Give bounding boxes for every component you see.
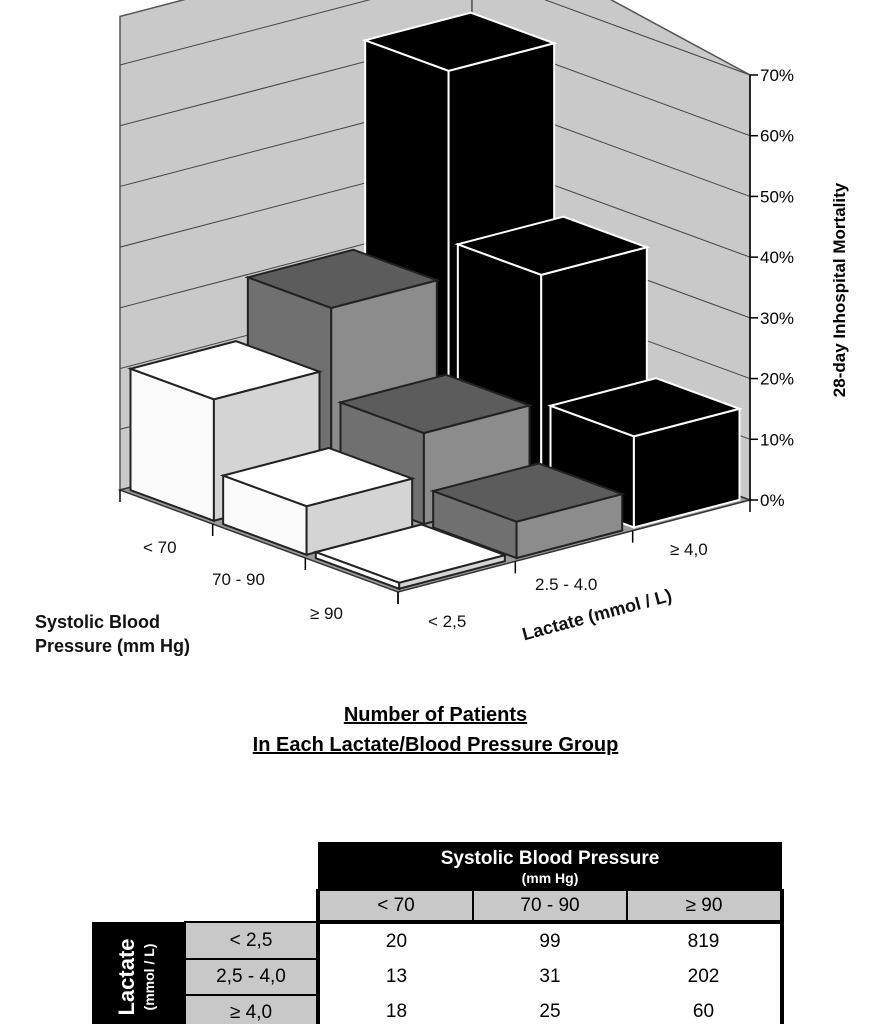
y-tick-label: 30%: [760, 309, 794, 328]
sbp-label-ge90: ≥ 90: [310, 604, 343, 623]
y-tick-label: 60%: [760, 127, 794, 146]
bar-lactate1-sbp2-top-face: [429, 462, 626, 523]
y-tick-label: 0%: [760, 491, 785, 510]
table-row: ≥ 4,0 18 25 60: [92, 993, 784, 1024]
bar-lactate2-sbp2-top-face: [547, 377, 743, 438]
bar-lactate0-sbp2-top-face: [312, 523, 509, 584]
table-cell: 13: [316, 959, 473, 995]
table-cell: 202: [627, 959, 784, 995]
col-header: 70 - 90: [472, 889, 628, 923]
table-cell: 18: [316, 994, 473, 1024]
lactate-group-unit: (mmol / L): [141, 943, 157, 1011]
table-title: Number of Patients In Each Lactate/Blood…: [0, 700, 871, 760]
row-header: < 2,5: [184, 920, 319, 961]
sbp-label-lt70: < 70: [143, 538, 177, 557]
y-tick-label: 20%: [760, 370, 794, 389]
bar-lactate1-sbp1-top-face: [337, 373, 533, 435]
gridline: [544, 0, 751, 76]
lactate-label-2.5-4.0: 2.5 - 4.0: [535, 575, 598, 594]
bar-lactate2-sbp1-top-face: [454, 215, 651, 276]
table-title-line2: In Each Lactate/Blood Pressure Group: [252, 734, 619, 756]
y-tick-label: 10%: [760, 430, 794, 449]
lactate-group-header: Lactate (mmol / L): [92, 922, 185, 1024]
bar-chart-3d: 0% 10% 20% 30% 40% 50% 60% 70%: [117, 0, 794, 604]
sbp-label-70-90: 70 - 90: [212, 570, 265, 589]
table-cell: 99: [473, 919, 627, 960]
bar-lactate0-sbp0-top-face: [127, 340, 323, 401]
y-tick-label: 50%: [760, 187, 794, 206]
sbp-title-line1: Systolic Blood: [35, 612, 161, 632]
sbp-group-label: Systolic Blood Pressure: [440, 848, 660, 869]
gridline: [119, 0, 371, 66]
lactate-label-lt2.5: < 2,5: [428, 612, 467, 631]
lactate-group-label: Lactate: [114, 938, 139, 1016]
table-cell: 31: [473, 959, 627, 995]
y-tick-label: 40%: [760, 248, 794, 267]
table-cell: 819: [627, 919, 784, 960]
table-row: Lactate (mmol / L) < 2,5 20 99 819: [92, 919, 784, 1024]
table-cell: 25: [473, 994, 627, 1024]
row-header: ≥ 4,0: [184, 993, 319, 1024]
row-header: 2,5 - 4,0: [184, 958, 319, 996]
y-axis-title: 28-day Inhospital Mortality: [830, 182, 849, 398]
table-cell: 20: [316, 919, 473, 960]
table-row: 2,5 - 4,0 13 31 202: [92, 958, 784, 996]
lactate-label-ge4.0: ≥ 4,0: [670, 540, 708, 559]
sbp-group-header: Systolic Blood Pressure (mm Hg): [318, 842, 782, 890]
patients-table: Systolic Blood Pressure (mm Hg) < 70 70 …: [92, 842, 784, 1024]
bar-lactate2-sbp0-top-face: [361, 11, 558, 72]
table-cell: 60: [627, 994, 784, 1024]
sbp-group-unit: (mm Hg): [521, 870, 579, 886]
bar-lactate1-sbp0-top-face: [244, 248, 441, 310]
bar-lactate0-sbp1-top-face: [219, 446, 416, 508]
y-tick-label: 70%: [760, 66, 794, 85]
col-header: < 70: [316, 889, 474, 923]
col-header: ≥ 90: [626, 889, 784, 923]
table-title-line1: Number of Patients: [343, 704, 528, 726]
sbp-title-line2: Pressure (mm Hg): [35, 636, 191, 656]
